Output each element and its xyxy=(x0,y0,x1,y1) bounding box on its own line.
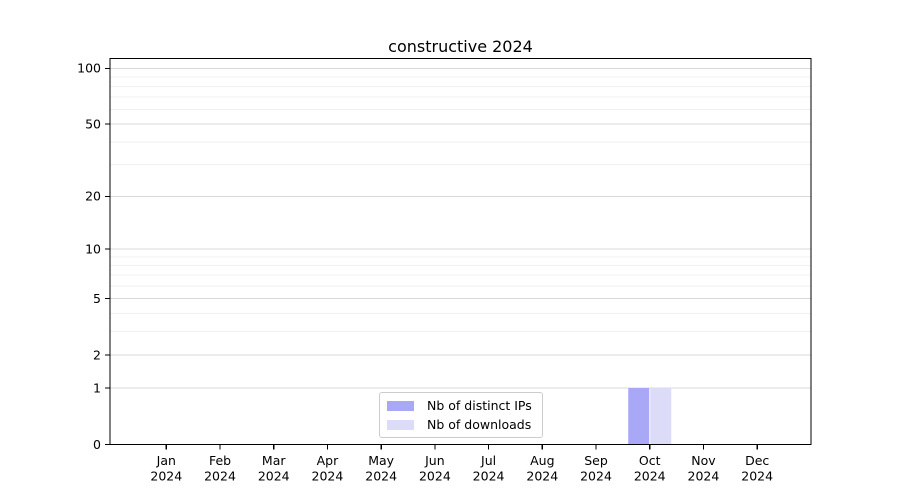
y-tick-label-5: 5 xyxy=(93,291,101,306)
plot-border xyxy=(109,57,812,446)
legend-swatch-downloads xyxy=(387,419,414,430)
y-tick-label-2: 2 xyxy=(93,347,101,362)
bar-downloads-oct xyxy=(650,388,672,445)
chart-title: constructive 2024 xyxy=(388,37,533,56)
legend-item-downloads: Nb of downloads xyxy=(387,417,536,432)
x-tick-label-mar: Mar 2024 xyxy=(258,453,290,484)
legend-label-downloads: Nb of downloads xyxy=(427,417,532,432)
x-tick-label-jun: Jun 2024 xyxy=(419,453,451,484)
bar-distinct-ips-oct xyxy=(628,388,650,445)
x-tick-label-apr: Apr 2024 xyxy=(312,453,344,484)
y-tick-label-100: 100 xyxy=(77,61,101,76)
y-tick-label-10: 10 xyxy=(85,241,101,256)
x-tick-label-aug: Aug 2024 xyxy=(526,453,558,484)
x-tick-label-jan: Jan 2024 xyxy=(150,453,182,484)
x-tick-label-nov: Nov 2024 xyxy=(688,453,720,484)
x-tick-label-dec: Dec 2024 xyxy=(741,453,773,484)
x-tick-label-feb: Feb 2024 xyxy=(204,453,236,484)
y-tick-label-20: 20 xyxy=(85,189,101,204)
legend-item-distinct-ips: Nb of distinct IPs xyxy=(387,398,536,413)
y-tick-label-1: 1 xyxy=(93,380,101,395)
legend: Nb of distinct IPs Nb of downloads xyxy=(379,392,543,438)
x-tick-label-jul: Jul 2024 xyxy=(473,453,505,484)
y-tick-label-50: 50 xyxy=(85,116,101,131)
legend-label-distinct-ips: Nb of distinct IPs xyxy=(427,398,532,413)
x-tick-label-may: May 2024 xyxy=(365,453,397,484)
y-tick-label-0: 0 xyxy=(93,437,101,452)
x-tick-label-oct: Oct 2024 xyxy=(634,453,666,484)
legend-swatch-distinct-ips xyxy=(387,400,414,411)
x-tick-label-sep: Sep 2024 xyxy=(580,453,612,484)
